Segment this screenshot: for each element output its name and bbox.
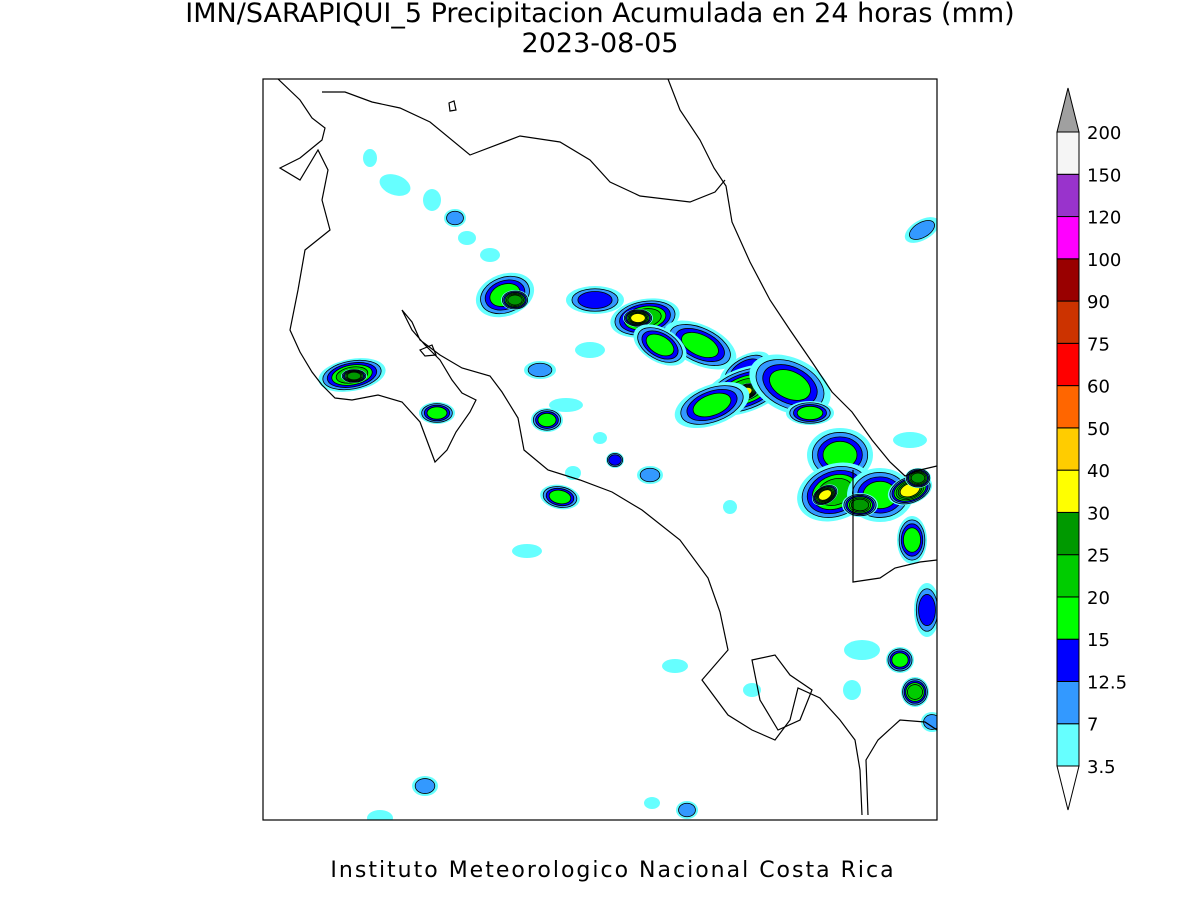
rain-cell bbox=[608, 454, 622, 466]
island bbox=[419, 344, 437, 357]
rain-cell bbox=[426, 406, 448, 420]
coastline bbox=[322, 91, 726, 203]
colorbar-label: 200 bbox=[1087, 123, 1121, 144]
colorbar-band bbox=[1056, 216, 1080, 260]
rain-cell bbox=[639, 467, 661, 483]
rain-cell bbox=[527, 362, 553, 378]
colorbar-band bbox=[1056, 300, 1080, 344]
rain-cell bbox=[507, 294, 523, 306]
subtitle: 2023-08-05 bbox=[522, 28, 679, 59]
footer: Instituto Meteorologico Nacional Costa R… bbox=[330, 858, 895, 883]
rain-cell bbox=[577, 291, 613, 309]
rain-cell bbox=[844, 640, 880, 660]
colorbar-label: 50 bbox=[1087, 419, 1110, 440]
rain-cell bbox=[909, 220, 935, 240]
coastline bbox=[667, 79, 937, 477]
colorbar-label: 20 bbox=[1087, 588, 1110, 609]
rain-cell bbox=[769, 369, 811, 401]
rain-cell bbox=[910, 472, 926, 484]
rain-cell bbox=[549, 398, 583, 412]
colorbar-band bbox=[1056, 258, 1080, 302]
colorbar-label: 40 bbox=[1087, 461, 1110, 482]
colorbar-label: 75 bbox=[1087, 334, 1110, 355]
map-frame bbox=[262, 78, 938, 821]
rain-cell bbox=[423, 189, 441, 211]
colorbar-under bbox=[1056, 765, 1080, 811]
colorbar-band bbox=[1056, 596, 1080, 640]
rain-cell bbox=[678, 802, 696, 818]
rain-cell bbox=[850, 498, 870, 512]
colorbar-label: 150 bbox=[1087, 165, 1121, 186]
rain-cell bbox=[743, 683, 761, 697]
rain-cell bbox=[907, 684, 924, 700]
rain-cell bbox=[593, 432, 607, 444]
rain-cell bbox=[346, 371, 362, 381]
colorbar-label: 60 bbox=[1087, 377, 1110, 398]
rain-cell bbox=[548, 489, 572, 505]
colorbar-band bbox=[1056, 638, 1080, 682]
rain-cell bbox=[843, 680, 861, 700]
rain-cell bbox=[575, 342, 605, 358]
colorbar-band bbox=[1056, 173, 1080, 218]
colorbar-label: 30 bbox=[1087, 503, 1110, 524]
rain-cell bbox=[903, 527, 922, 553]
colorbar-label: 120 bbox=[1087, 208, 1121, 229]
colorbar-label: 100 bbox=[1087, 250, 1121, 271]
colorbar-band bbox=[1056, 469, 1080, 513]
rain-cell bbox=[363, 149, 377, 167]
rain-cell bbox=[512, 544, 542, 558]
coastlines bbox=[277, 79, 937, 816]
rain-cell bbox=[893, 432, 927, 448]
rain-cell bbox=[414, 778, 436, 794]
colorbar: 3.5 7 12.5 15 20 25 30 40 50 60 75 90 100 120 150 200 bbox=[1056, 87, 1127, 811]
colorbar-band bbox=[1056, 680, 1080, 725]
colorbar-label: 25 bbox=[1087, 546, 1110, 567]
colorbar-label: 15 bbox=[1087, 630, 1110, 651]
colorbar-band bbox=[1056, 131, 1080, 175]
rain-cell bbox=[681, 331, 719, 359]
colorbar-band bbox=[1056, 554, 1080, 598]
rain-cell bbox=[379, 174, 411, 196]
rain-cell bbox=[662, 659, 688, 673]
island bbox=[448, 100, 457, 112]
colorbar-over bbox=[1056, 87, 1080, 133]
rain-cell bbox=[891, 652, 909, 668]
rain-cell bbox=[818, 489, 832, 501]
rain-cell bbox=[645, 333, 675, 357]
colorbar-band bbox=[1056, 511, 1080, 556]
colorbar-band bbox=[1056, 342, 1080, 387]
colorbar-label: 3.5 bbox=[1087, 757, 1116, 778]
rain-cell bbox=[446, 210, 464, 226]
colorbar-band bbox=[1056, 385, 1080, 429]
rain-cell bbox=[796, 405, 824, 421]
colorbar-band bbox=[1056, 427, 1080, 471]
border bbox=[852, 470, 937, 583]
rain-cell bbox=[723, 500, 737, 514]
coastline bbox=[751, 654, 813, 731]
rain-cell bbox=[630, 313, 646, 323]
rain-cell bbox=[644, 797, 660, 809]
colorbar-label: 7 bbox=[1087, 715, 1098, 736]
rain-cell bbox=[918, 594, 936, 626]
rain-cell bbox=[367, 810, 393, 820]
title: IMN/SARAPIQUI_5 Precipitacion Acumulada … bbox=[185, 0, 1014, 29]
coastline bbox=[865, 719, 937, 816]
rain-cell bbox=[480, 248, 500, 262]
colorbar-band bbox=[1056, 723, 1080, 767]
rain-cell bbox=[458, 231, 476, 245]
colorbar-label: 90 bbox=[1087, 292, 1110, 313]
rain-cell bbox=[537, 412, 557, 428]
coastline bbox=[277, 79, 863, 816]
rain-cell bbox=[692, 392, 732, 418]
colorbar-label: 12.5 bbox=[1087, 672, 1127, 693]
precipitation-field bbox=[318, 149, 937, 820]
